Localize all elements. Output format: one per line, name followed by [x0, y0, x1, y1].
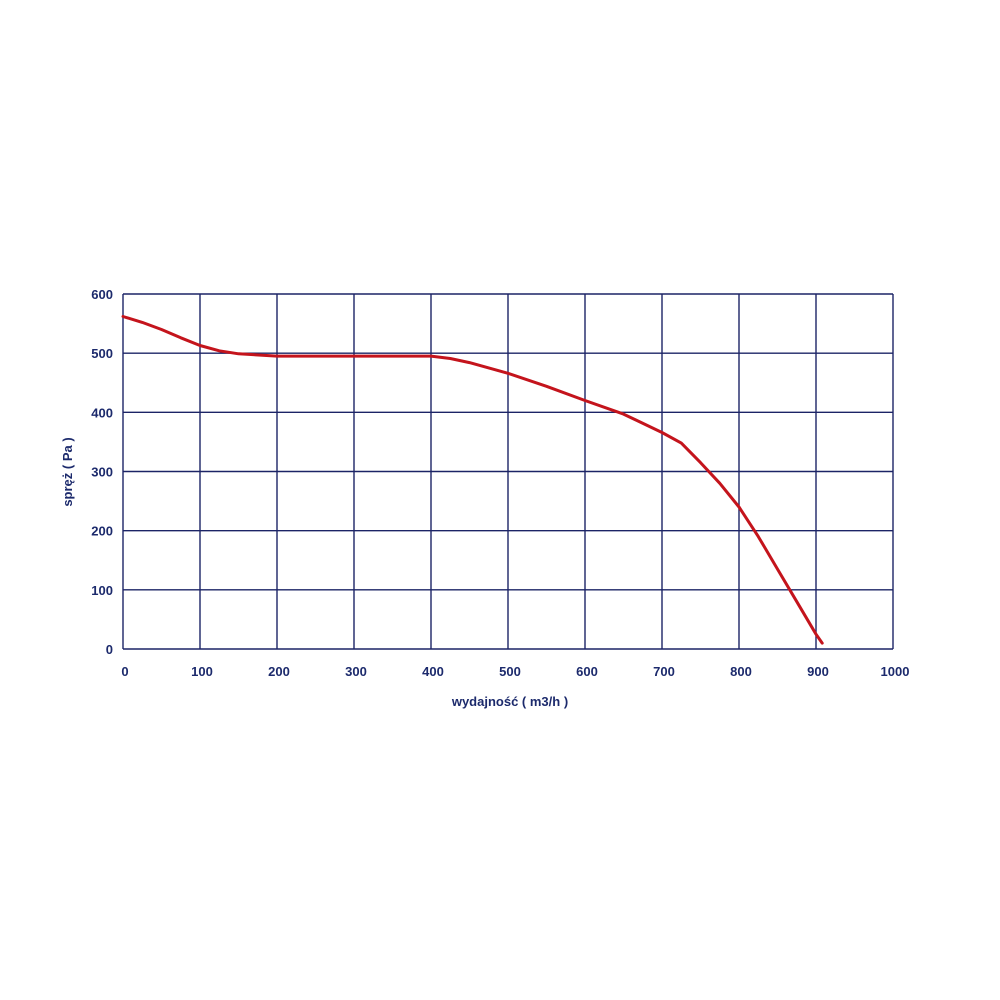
x-tick-label: 700 [653, 664, 675, 679]
y-tick-label: 400 [91, 405, 113, 420]
y-tick-label: 200 [91, 524, 113, 539]
x-tick-label: 800 [730, 664, 752, 679]
x-tick-label: 100 [191, 664, 213, 679]
grid-lines [122, 293, 894, 650]
y-axis-title: spręż ( Pa ) [60, 437, 75, 506]
x-tick-label: 1000 [881, 664, 910, 679]
x-tick-label: 200 [268, 664, 290, 679]
x-tick-label: 300 [345, 664, 367, 679]
x-tick-label: 900 [807, 664, 829, 679]
x-tick-labels: 0 100 200 300 400 500 600 700 800 900 1000 [121, 664, 909, 679]
x-tick-label: 400 [422, 664, 444, 679]
y-tick-label: 100 [91, 583, 113, 598]
x-tick-label: 500 [499, 664, 521, 679]
y-tick-label: 300 [91, 465, 113, 480]
y-tick-label: 0 [106, 642, 113, 657]
series-line [121, 315, 824, 645]
x-tick-label: 600 [576, 664, 598, 679]
x-tick-label: 0 [121, 664, 128, 679]
x-axis-title: wydajność ( m3/h ) [451, 694, 568, 709]
series-group [121, 315, 824, 645]
y-tick-label: 500 [91, 346, 113, 361]
y-tick-label: 600 [91, 287, 113, 302]
y-tick-labels: 0 100 200 300 400 500 600 [91, 287, 113, 657]
